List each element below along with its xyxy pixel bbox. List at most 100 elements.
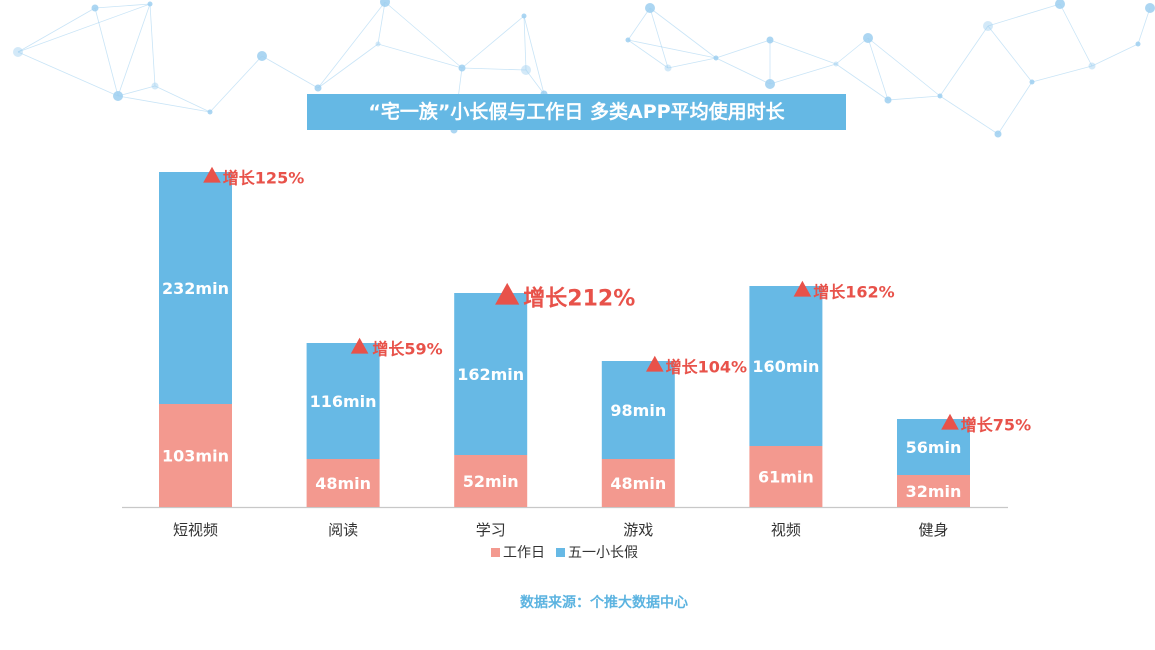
growth-triangle-icon — [793, 280, 812, 297]
network-node — [458, 64, 466, 72]
growth-triangle-icon — [941, 413, 959, 430]
growth-label: 增长104% — [666, 358, 747, 377]
growth-triangle-icon — [203, 166, 221, 183]
network-background — [13, 0, 1155, 138]
bar-holiday — [159, 172, 232, 404]
network-line — [1137, 7, 1151, 45]
network-node — [765, 79, 775, 89]
network-line — [715, 57, 771, 85]
network-line — [94, 3, 151, 9]
network-line — [1031, 65, 1093, 83]
bar-workday — [159, 404, 232, 507]
bar-holiday — [454, 293, 528, 455]
network-node — [994, 130, 1002, 138]
data-label-holiday: 98min — [610, 401, 666, 420]
network-node — [983, 21, 993, 31]
network-line — [17, 3, 151, 53]
category-label: 短视频 — [173, 521, 218, 539]
data-label-holiday: 162min — [457, 365, 524, 384]
legend: 工作日 五一小长假 — [491, 545, 638, 561]
growth-triangle-icon — [350, 337, 369, 354]
network-line — [525, 69, 545, 95]
growth-label: 增长59% — [372, 340, 442, 359]
network-node — [380, 0, 390, 7]
network-line — [117, 3, 151, 97]
network-line — [627, 39, 717, 59]
network-line — [384, 1, 463, 69]
category-label: 视频 — [771, 521, 801, 539]
network-node — [207, 109, 213, 115]
network-line — [835, 37, 869, 65]
network-line — [939, 95, 999, 135]
network-line — [154, 85, 211, 113]
network-line — [627, 7, 651, 41]
network-node — [713, 55, 719, 61]
bar-workday — [897, 475, 970, 507]
network-line — [649, 7, 717, 59]
network-line — [835, 63, 889, 101]
data-label-holiday: 56min — [906, 438, 962, 457]
data-label-holiday: 116min — [310, 392, 377, 411]
network-line — [461, 15, 525, 69]
network-line — [887, 95, 941, 101]
growth-label: 增长162% — [813, 283, 894, 302]
network-node — [521, 13, 527, 19]
data-source: 数据来源：个推大数据中心 — [520, 595, 688, 611]
legend-label-workday: 工作日 — [503, 545, 545, 561]
network-line — [627, 39, 669, 69]
network-node — [1055, 0, 1065, 9]
growth-label: 增长212% — [523, 286, 635, 312]
network-line — [649, 7, 669, 69]
network-line — [997, 81, 1033, 135]
data-label-workday: 48min — [610, 474, 666, 493]
network-line — [987, 25, 1033, 83]
legend-label-holiday: 五一小长假 — [568, 545, 638, 561]
network-line — [117, 85, 156, 97]
network-node — [375, 41, 381, 47]
network-line — [209, 55, 263, 113]
network-line — [1091, 43, 1139, 67]
category-label: 游戏 — [623, 521, 653, 539]
network-line — [317, 43, 379, 89]
network-node — [1135, 41, 1141, 47]
network-line — [261, 55, 319, 89]
category-label: 健身 — [918, 521, 948, 539]
network-node — [625, 37, 631, 43]
data-label-workday: 103min — [162, 447, 229, 466]
bar-workday — [454, 455, 528, 507]
growth-triangle-icon — [646, 355, 664, 372]
data-label-workday: 32min — [906, 482, 962, 501]
bar-holiday — [749, 286, 823, 446]
network-node — [91, 4, 99, 12]
network-line — [867, 37, 941, 97]
network-node — [1029, 79, 1035, 85]
network-node — [645, 3, 655, 13]
network-line — [317, 1, 386, 89]
legend-swatch-workday — [491, 548, 500, 557]
network-line — [461, 67, 527, 71]
network-line — [17, 51, 119, 97]
network-line — [667, 57, 717, 69]
network-line — [149, 3, 156, 87]
category-label: 学习 — [476, 521, 506, 539]
network-line — [987, 3, 1061, 27]
data-label-workday: 61min — [758, 468, 814, 487]
bar-holiday — [306, 343, 380, 459]
network-line — [1059, 3, 1093, 67]
network-node — [833, 61, 839, 67]
data-label-workday: 52min — [463, 472, 519, 491]
stacked-bar-chart: 103min 232min 短视频 增长125% 48min 116min 阅读 增长59% 5… — [122, 166, 1031, 561]
network-line — [377, 43, 463, 69]
chart-title: “宅一族”小长假与工作日 多类APP平均使用时长 — [307, 94, 846, 130]
network-node — [151, 82, 159, 90]
growth-label: 增长75% — [961, 416, 1031, 435]
network-node — [1145, 3, 1155, 13]
network-line — [117, 95, 211, 113]
network-node — [937, 93, 943, 99]
network-node — [521, 65, 531, 75]
network-line — [523, 15, 527, 71]
legend-swatch-holiday — [556, 548, 565, 557]
data-label-workday: 48min — [315, 474, 371, 493]
network-node — [147, 1, 153, 7]
